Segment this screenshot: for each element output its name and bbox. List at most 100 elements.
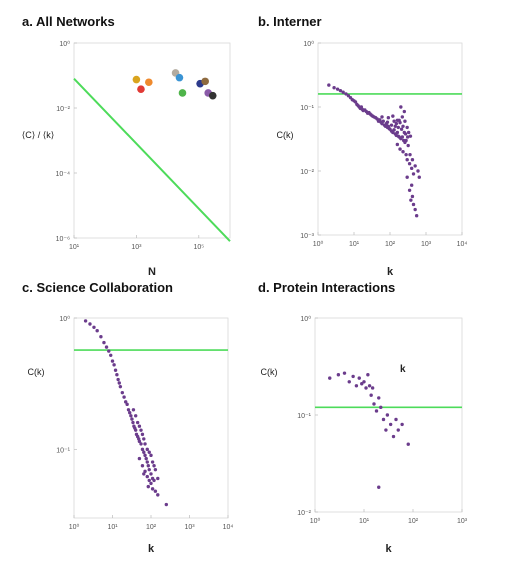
data-point [145,474,149,479]
data-point [416,169,420,173]
data-point [391,434,396,439]
x-tick-label: 10⁰ [310,517,321,525]
data-point [115,373,119,377]
data-point [156,476,160,481]
data-point [417,175,421,179]
data-point [102,340,106,345]
data-point [107,349,111,353]
data-point [150,460,155,464]
data-point [372,402,376,406]
data-point [144,456,148,461]
data-point [364,386,368,390]
y-tick-label: 10⁰ [303,40,314,48]
data-point [396,428,400,432]
data-point [332,86,336,90]
data-point [407,162,412,166]
data-point [83,319,88,323]
y-axis-label: C(k) [261,367,278,377]
panel-title: b. Interner [258,14,322,29]
panel-title: c. Science Collaboration [22,280,173,295]
data-point [109,353,113,357]
data-point [406,442,410,446]
data-point [130,417,134,421]
data-point [338,88,343,93]
x-tick-label: 10¹ [69,244,80,251]
network-point [175,73,184,82]
data-point [145,447,149,452]
data-point [404,152,408,157]
data-point [399,105,403,109]
y-tick-label: 10⁻² [297,510,311,517]
data-point [137,456,142,461]
data-point [147,478,151,483]
data-point [133,428,138,432]
data-point [92,325,96,329]
data-point [405,158,409,162]
data-point [149,481,153,486]
data-point [384,428,388,432]
y-tick-label: 10⁻² [56,106,70,113]
data-point [407,188,412,192]
data-point [156,493,160,497]
data-point [388,422,393,427]
data-point [342,371,347,375]
data-point [395,142,400,147]
y-tick-label: 10⁻¹ [300,105,314,112]
panel-a: a. All Networks 10¹ 10³ 10⁵ 10⁰ 10⁻² 10⁻⁴ 10⁻⁶ N… [22,14,231,278]
y-axis-label: C(k) [277,130,294,140]
plot-frame [73,317,229,519]
data-point [164,502,169,507]
panel-b: b. Interner 10⁰ 10¹ 10² 10³ 10⁴ 10⁰ 10⁻¹ 10⁻² 10⁻… [258,14,467,278]
data-point [408,152,412,157]
data-point [362,380,366,384]
data-point [400,135,405,139]
data-point [405,125,409,130]
data-point [389,123,394,127]
data-point [360,382,364,386]
data-point [118,384,123,389]
data-point [147,467,151,472]
data-point [112,363,116,367]
data-point [370,386,375,390]
x-tick-label: 10² [408,518,419,525]
data-point [392,128,396,132]
data-point [409,198,413,202]
data-point [413,207,417,212]
data-point [104,345,109,349]
data-point [366,373,370,377]
data-point [143,442,147,446]
data-point [143,469,147,474]
data-point [140,447,145,452]
data-point [146,484,150,489]
data-point [336,373,341,377]
data-point [395,130,400,135]
x-tick-label: 10¹ [107,524,118,531]
data-point [149,453,153,458]
data-point [129,414,133,418]
data-point [379,405,383,410]
data-point [380,115,384,119]
data-point [403,119,407,123]
data-point [354,384,359,388]
data-point [142,472,146,476]
data-point [413,164,417,168]
data-point [137,424,142,428]
data-point [135,420,140,425]
data-point [394,417,398,422]
data-point [405,175,409,179]
y-tick-label: 10⁻³ [300,233,314,240]
data-point [403,132,408,136]
data-point [414,214,419,218]
data-point [142,450,146,454]
x-axis-label: k [387,266,394,278]
x-tick-label: 10⁵ [193,244,204,251]
data-point [351,374,355,379]
x-tick-label: 10⁴ [223,524,234,531]
data-point [146,464,150,468]
data-point [152,478,156,483]
x-tick-label: 10¹ [349,241,360,248]
panel-title: a. All Networks [22,14,115,29]
data-point [149,472,153,476]
